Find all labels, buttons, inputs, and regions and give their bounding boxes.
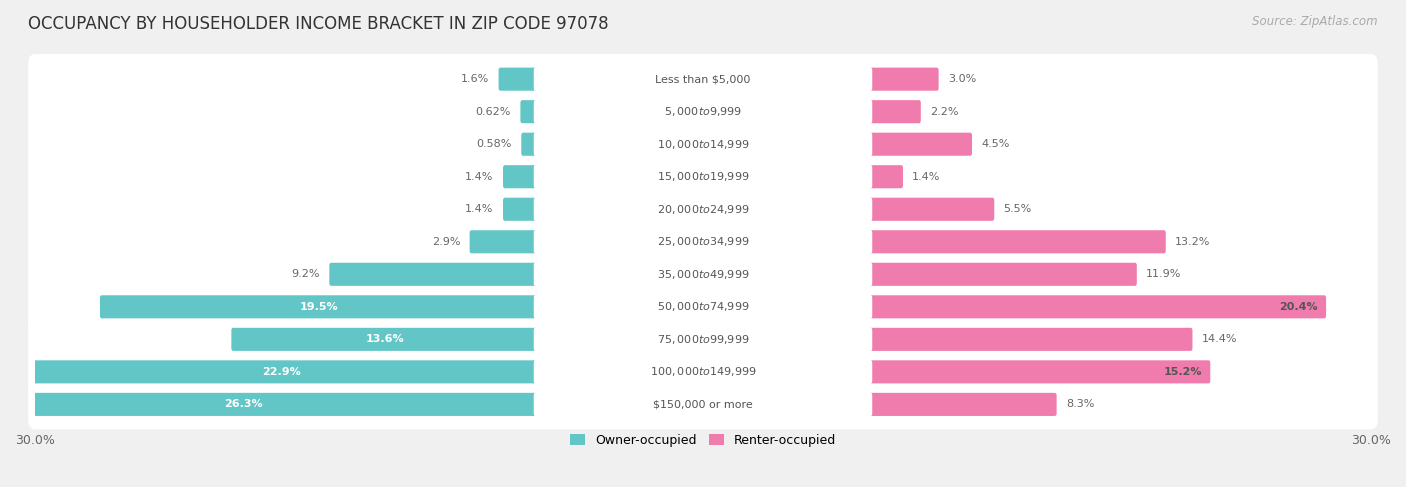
FancyBboxPatch shape [869, 295, 1326, 318]
FancyBboxPatch shape [534, 392, 872, 416]
FancyBboxPatch shape [28, 87, 1378, 137]
Text: 8.3%: 8.3% [1066, 399, 1094, 410]
Text: 11.9%: 11.9% [1146, 269, 1181, 280]
Text: $75,000 to $99,999: $75,000 to $99,999 [657, 333, 749, 346]
Text: 1.4%: 1.4% [465, 204, 494, 214]
Text: $35,000 to $49,999: $35,000 to $49,999 [657, 268, 749, 281]
FancyBboxPatch shape [534, 229, 872, 254]
FancyBboxPatch shape [534, 327, 872, 352]
Text: 5.5%: 5.5% [1004, 204, 1032, 214]
FancyBboxPatch shape [28, 119, 1378, 169]
Text: 0.58%: 0.58% [477, 139, 512, 149]
FancyBboxPatch shape [534, 67, 872, 92]
Text: $150,000 or more: $150,000 or more [654, 399, 752, 410]
FancyBboxPatch shape [869, 132, 972, 156]
Legend: Owner-occupied, Renter-occupied: Owner-occupied, Renter-occupied [569, 434, 837, 447]
FancyBboxPatch shape [869, 198, 994, 221]
FancyBboxPatch shape [869, 360, 1211, 383]
FancyBboxPatch shape [869, 68, 939, 91]
FancyBboxPatch shape [534, 197, 872, 222]
FancyBboxPatch shape [28, 347, 1378, 397]
FancyBboxPatch shape [28, 184, 1378, 234]
Text: $15,000 to $19,999: $15,000 to $19,999 [657, 170, 749, 183]
Text: 13.6%: 13.6% [366, 335, 404, 344]
Text: 26.3%: 26.3% [224, 399, 263, 410]
FancyBboxPatch shape [520, 100, 537, 123]
Text: 9.2%: 9.2% [291, 269, 321, 280]
FancyBboxPatch shape [869, 100, 921, 123]
Text: $50,000 to $74,999: $50,000 to $74,999 [657, 300, 749, 313]
FancyBboxPatch shape [534, 132, 872, 156]
FancyBboxPatch shape [503, 198, 537, 221]
Text: $100,000 to $149,999: $100,000 to $149,999 [650, 365, 756, 378]
Text: 14.4%: 14.4% [1202, 335, 1237, 344]
FancyBboxPatch shape [503, 165, 537, 188]
Text: 20.4%: 20.4% [1279, 302, 1317, 312]
FancyBboxPatch shape [28, 314, 1378, 364]
Text: $5,000 to $9,999: $5,000 to $9,999 [664, 105, 742, 118]
FancyBboxPatch shape [869, 393, 1057, 416]
Text: 4.5%: 4.5% [981, 139, 1010, 149]
FancyBboxPatch shape [232, 328, 537, 351]
Text: $25,000 to $34,999: $25,000 to $34,999 [657, 235, 749, 248]
FancyBboxPatch shape [28, 379, 1378, 430]
FancyBboxPatch shape [522, 132, 537, 156]
FancyBboxPatch shape [534, 165, 872, 189]
FancyBboxPatch shape [534, 262, 872, 286]
FancyBboxPatch shape [24, 360, 537, 383]
FancyBboxPatch shape [28, 282, 1378, 332]
Text: 1.4%: 1.4% [912, 172, 941, 182]
FancyBboxPatch shape [470, 230, 537, 253]
Text: $10,000 to $14,999: $10,000 to $14,999 [657, 138, 749, 150]
FancyBboxPatch shape [534, 99, 872, 124]
Text: Source: ZipAtlas.com: Source: ZipAtlas.com [1253, 15, 1378, 28]
Text: 1.4%: 1.4% [465, 172, 494, 182]
Text: 0.62%: 0.62% [475, 107, 510, 117]
Text: Less than $5,000: Less than $5,000 [655, 74, 751, 84]
FancyBboxPatch shape [28, 217, 1378, 267]
FancyBboxPatch shape [28, 249, 1378, 300]
Text: 1.6%: 1.6% [461, 74, 489, 84]
FancyBboxPatch shape [0, 393, 537, 416]
FancyBboxPatch shape [869, 328, 1192, 351]
Text: 2.2%: 2.2% [931, 107, 959, 117]
FancyBboxPatch shape [28, 54, 1378, 104]
FancyBboxPatch shape [869, 230, 1166, 253]
FancyBboxPatch shape [534, 360, 872, 384]
Text: 2.9%: 2.9% [432, 237, 460, 247]
Text: 3.0%: 3.0% [948, 74, 976, 84]
FancyBboxPatch shape [869, 263, 1137, 286]
Text: $20,000 to $24,999: $20,000 to $24,999 [657, 203, 749, 216]
Text: 22.9%: 22.9% [262, 367, 301, 377]
FancyBboxPatch shape [499, 68, 537, 91]
FancyBboxPatch shape [329, 263, 537, 286]
FancyBboxPatch shape [534, 295, 872, 319]
Text: 15.2%: 15.2% [1163, 367, 1202, 377]
FancyBboxPatch shape [28, 151, 1378, 202]
Text: 19.5%: 19.5% [299, 302, 339, 312]
FancyBboxPatch shape [100, 295, 537, 318]
Text: OCCUPANCY BY HOUSEHOLDER INCOME BRACKET IN ZIP CODE 97078: OCCUPANCY BY HOUSEHOLDER INCOME BRACKET … [28, 15, 609, 33]
Text: 13.2%: 13.2% [1175, 237, 1211, 247]
FancyBboxPatch shape [869, 165, 903, 188]
